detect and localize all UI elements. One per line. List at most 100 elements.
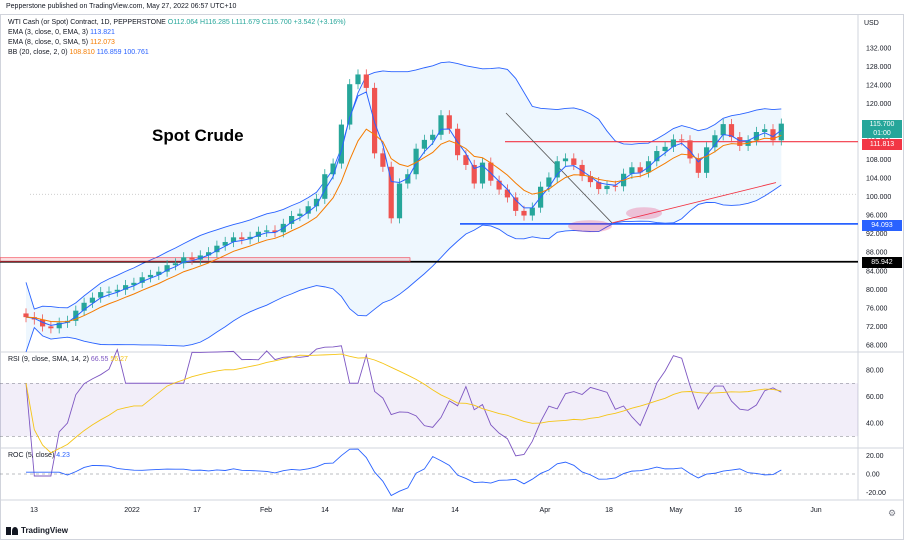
candle-body bbox=[322, 174, 328, 199]
legend-ema3-label: EMA (3, close, 0, EMA, 3) bbox=[8, 29, 89, 36]
candle-body bbox=[529, 207, 535, 216]
legend-ema3-row[interactable]: EMA (3, close, 0, EMA, 3) 113.821 bbox=[8, 28, 115, 38]
legend-ema8-label: EMA (8, close, 0, SMA, 5) bbox=[8, 39, 89, 46]
time-tick-label: Mar bbox=[392, 507, 405, 514]
ema8-line bbox=[25, 128, 782, 323]
candle-body bbox=[562, 158, 569, 162]
price-tick-label: 120.000 bbox=[866, 101, 891, 108]
supply-zone bbox=[0, 257, 411, 263]
roc-line bbox=[26, 448, 782, 497]
candle-body bbox=[56, 322, 62, 329]
time-tick-label: 13 bbox=[30, 507, 38, 514]
candle-body bbox=[255, 231, 261, 237]
candle-body bbox=[214, 245, 220, 253]
rsi-tick-label: 80.00 bbox=[866, 368, 884, 375]
price-tick-label: 128.000 bbox=[866, 64, 891, 71]
candle-body bbox=[338, 124, 344, 164]
candle-body bbox=[363, 74, 369, 88]
candle-body bbox=[106, 291, 112, 293]
candle-body bbox=[488, 162, 494, 181]
time-tick-label: May bbox=[669, 507, 683, 514]
price-tick-label: 124.000 bbox=[866, 83, 891, 90]
rsi-legend[interactable]: RSI (9, close, SMA, 14, 2) 66.55 56.27 bbox=[8, 355, 128, 365]
candle-body bbox=[554, 161, 560, 178]
rising-trendline bbox=[611, 182, 777, 224]
roc-legend[interactable]: ROC (5, close) 4.23 bbox=[8, 451, 70, 461]
candle-body bbox=[147, 274, 154, 278]
bollinger-lower-line bbox=[25, 184, 782, 353]
legend-bb-value-lower: 100.761 bbox=[123, 49, 149, 56]
price-tick-label: 88.000 bbox=[866, 250, 888, 257]
rsi-value-1: 66.55 bbox=[90, 356, 109, 363]
candle-body bbox=[289, 215, 295, 224]
candle-body bbox=[687, 140, 693, 159]
price-tick-label: 84.000 bbox=[866, 268, 888, 275]
price-tick-label: 72.000 bbox=[866, 324, 888, 331]
legend-ema3-value: 113.821 bbox=[90, 29, 115, 36]
candle-body bbox=[239, 237, 245, 240]
candle-body bbox=[720, 124, 726, 136]
rsi-tick-label: 60.00 bbox=[866, 394, 884, 401]
candle-body bbox=[770, 129, 776, 141]
candle-body bbox=[305, 206, 311, 214]
price-tick-label: 92.000 bbox=[866, 231, 888, 238]
currency-label: USD bbox=[864, 20, 879, 27]
candle-body bbox=[139, 277, 145, 283]
candle-body bbox=[704, 147, 710, 173]
price-tick-label: 100.000 bbox=[866, 194, 891, 201]
candle-body bbox=[629, 167, 635, 174]
candle-body bbox=[762, 129, 768, 132]
candle-body bbox=[604, 185, 610, 190]
candle-body bbox=[728, 124, 735, 138]
legend-bb-value-basis: 108.810 bbox=[69, 49, 95, 56]
price-tick-label: 104.000 bbox=[866, 175, 891, 182]
highlight-ellipse bbox=[568, 220, 612, 233]
candle-body bbox=[712, 135, 718, 148]
candle-body bbox=[504, 189, 510, 198]
candle-body bbox=[380, 153, 386, 167]
candle-body bbox=[222, 241, 228, 246]
candle-body bbox=[396, 183, 403, 219]
candle-body bbox=[496, 180, 502, 190]
last-price-value: 115.700 bbox=[869, 121, 895, 128]
support-tag: 94.093 bbox=[862, 220, 902, 231]
price-tick-label: 68.000 bbox=[866, 343, 888, 350]
time-tick-label: 18 bbox=[605, 507, 613, 514]
legend-bb-row[interactable]: BB (20, close, 2, 0) 108.810 116.859 100… bbox=[8, 48, 149, 58]
settings-icon[interactable]: ⚙ bbox=[888, 508, 897, 518]
candle-body bbox=[463, 155, 469, 165]
candle-body bbox=[679, 139, 685, 141]
candle-body bbox=[413, 148, 419, 175]
candle-body bbox=[737, 137, 743, 146]
candle-body bbox=[637, 167, 643, 173]
candle-body bbox=[156, 271, 162, 275]
candle-body bbox=[471, 164, 477, 184]
last-price-tag: 115.700 01:00 bbox=[862, 120, 902, 138]
bar-countdown: 01:00 bbox=[873, 130, 891, 137]
candle-body bbox=[438, 115, 444, 135]
legend-symbol-row: WTI Cash (or Spot) Contract, 1D, PEPPERS… bbox=[8, 18, 346, 28]
rsi-line bbox=[25, 345, 782, 477]
legend-symbol: WTI Cash (or Spot) Contract, 1D, PEPPERS… bbox=[8, 19, 166, 26]
tradingview-logo[interactable]: TradingView bbox=[6, 526, 68, 535]
candle-body bbox=[571, 158, 577, 165]
candle-body bbox=[662, 146, 668, 152]
candle-body bbox=[388, 166, 394, 219]
lower-support-tag: 85.942 bbox=[862, 257, 902, 268]
candle-body bbox=[421, 139, 427, 149]
time-tick-label: Jun bbox=[810, 507, 821, 514]
legend-ema8-row[interactable]: EMA (8, close, 0, SMA, 5) 112.073 bbox=[8, 38, 115, 48]
ema3-line bbox=[25, 91, 782, 326]
time-tick-label: Apr bbox=[540, 507, 552, 514]
candle-body bbox=[430, 134, 436, 140]
roc-tick-label: -20.00 bbox=[866, 490, 886, 497]
legend-bb-value-upper: 116.859 bbox=[96, 49, 122, 56]
tradingview-logo-icon bbox=[6, 526, 18, 535]
rsi-label: RSI (9, close, SMA, 14, 2) bbox=[8, 356, 89, 363]
price-tick-label: 108.000 bbox=[866, 157, 891, 164]
resistance-tag: 111.813 bbox=[862, 139, 902, 150]
time-tick-label: 14 bbox=[321, 507, 329, 514]
bollinger-upper-line bbox=[25, 61, 782, 310]
candle-body bbox=[164, 265, 170, 272]
